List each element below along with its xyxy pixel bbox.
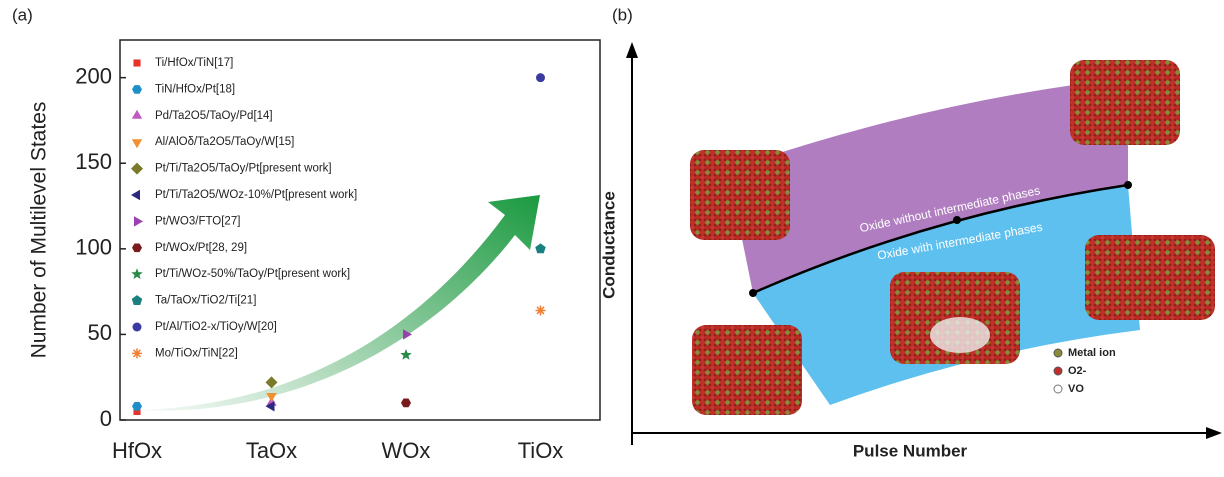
legend-label: Ta/TaOx/TiO2/Ti[21] (155, 295, 256, 307)
legend-label: TiN/HfOx/Pt[18] (155, 83, 235, 95)
y-axis-title: Conductance (599, 191, 618, 299)
legend-marker (132, 348, 142, 358)
atom-cluster (1070, 60, 1180, 145)
y-tick-label: 150 (75, 149, 112, 174)
legend-label: VO (1068, 383, 1084, 395)
atom-cluster (692, 325, 802, 415)
x-tick-label: TaOx (246, 438, 297, 463)
legend-marker (131, 268, 142, 279)
point (266, 376, 278, 388)
point (400, 349, 411, 360)
panel-label: (b) (612, 5, 633, 24)
point (401, 399, 411, 408)
legend-marker (131, 163, 143, 175)
x-axis-title: Pulse Number (853, 441, 968, 460)
legend-label: Ti/HfOx/TiN[17] (155, 57, 233, 69)
legend-label: Pt/Ti/Ta2O5/TaOy/Pt[present work] (155, 163, 332, 175)
point (536, 305, 546, 315)
legend-label: Pd/Ta2O5/TaOy/Pd[14] (155, 110, 273, 122)
y-tick-label: 0 (100, 406, 112, 431)
legend-label: Al/AlOδ/Ta2O5/TaOy/W[15] (155, 136, 294, 148)
legend-marker (133, 59, 140, 66)
legend-marker (133, 323, 142, 332)
legend-marker (132, 139, 142, 148)
atom-cluster (1085, 235, 1215, 320)
vacancy-region (930, 317, 990, 353)
legend-label: O2- (1068, 365, 1087, 377)
y-tick-label: 50 (88, 320, 112, 345)
point (1124, 181, 1132, 189)
legend-label: Mo/TiOx/TiN[22] (155, 347, 238, 359)
arrow-head (1206, 427, 1222, 439)
figure: (a) Number of Multilevel States 0 50 100 15… (0, 0, 1224, 477)
y-tick-label: 200 (75, 63, 112, 88)
x-tick-label: WOx (382, 438, 431, 463)
point (535, 243, 545, 253)
point (536, 73, 545, 82)
panel-label: (a) (12, 5, 33, 24)
legend-marker (1054, 349, 1062, 357)
legend-marker (132, 85, 142, 94)
legend-marker (1054, 367, 1062, 375)
legend-marker (134, 216, 143, 226)
legend-label: Pt/WO3/FTO[27] (155, 215, 240, 227)
legend-label: Pt/Ti/WOz-50%/TaOy/Pt[present work] (155, 268, 350, 280)
x-tick-label: HfOx (112, 438, 162, 463)
x-tick-label: TiOx (518, 438, 564, 463)
point (953, 216, 961, 224)
y-tick-label: 100 (75, 235, 112, 260)
legend-marker (131, 190, 140, 200)
legend-marker (132, 243, 142, 252)
legend-marker (132, 110, 142, 119)
point (749, 289, 757, 297)
y-axis-title: Number of Multilevel States (28, 102, 51, 359)
legend-marker (1054, 385, 1062, 393)
atom-cluster (690, 150, 790, 240)
legend-label: Pt/Ti/Ta2O5/WOz-10%/Pt[present work] (155, 189, 357, 201)
legend-label: Pt/WOx/Pt[28, 29] (155, 242, 247, 254)
arrow-head (626, 42, 638, 58)
legend-marker (132, 295, 142, 305)
point (266, 393, 276, 402)
legend-label: Pt/Al/TiO2-x/TiOy/W[20] (155, 321, 277, 333)
legend-label: Metal ion (1068, 347, 1116, 359)
